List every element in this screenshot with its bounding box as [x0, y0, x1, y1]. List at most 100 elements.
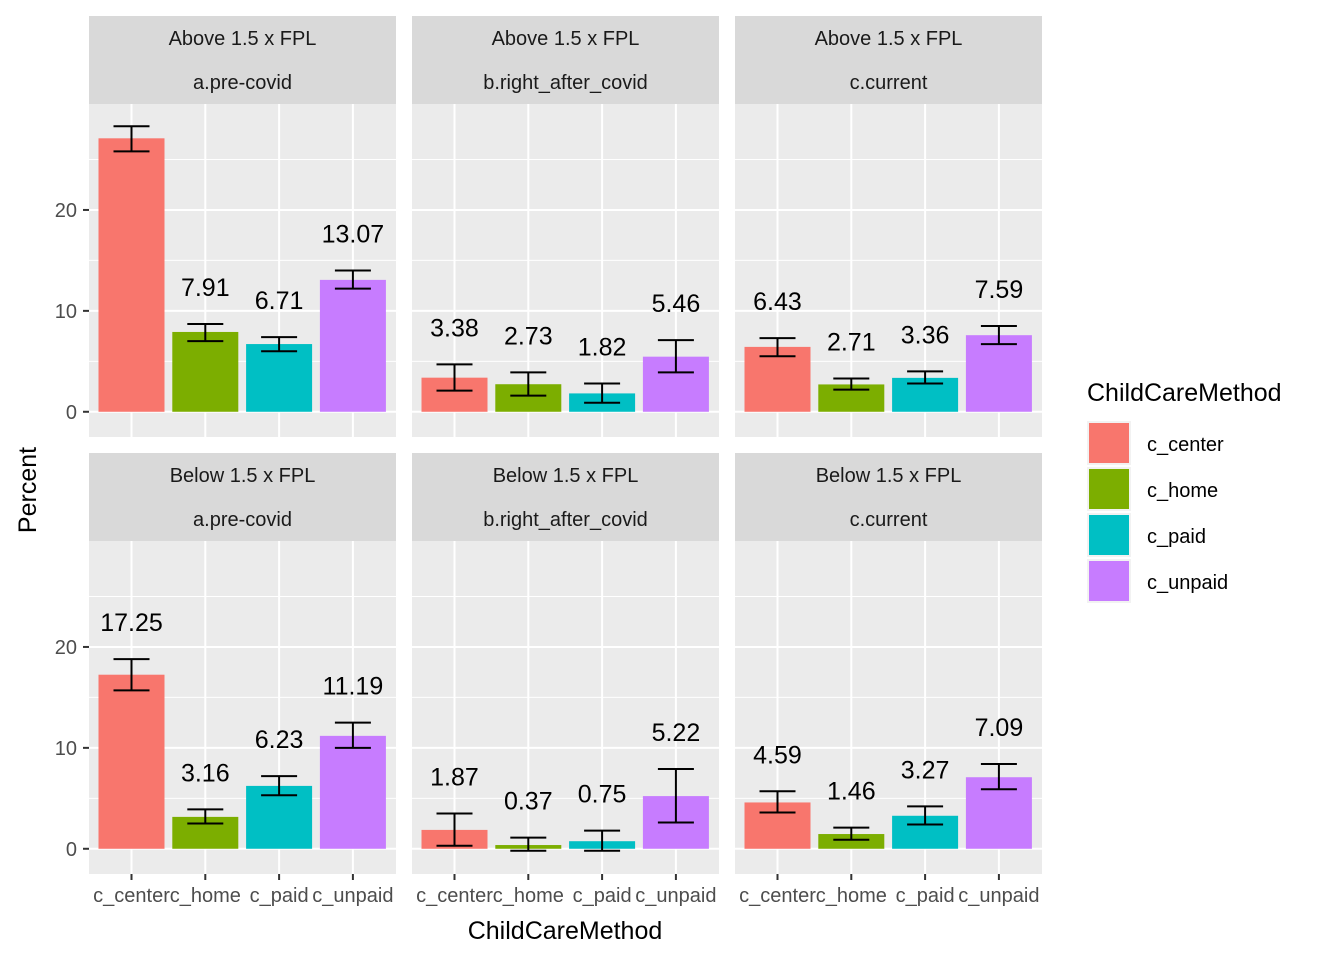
data-label: 1.82 — [578, 334, 627, 362]
error-bar — [833, 826, 870, 841]
error-bar — [436, 812, 473, 847]
legend-label: c_unpaid — [1147, 572, 1228, 594]
error-bar — [334, 269, 371, 290]
data-label: 7.09 — [975, 714, 1024, 742]
data-label: 13.07 — [322, 221, 385, 249]
error-bar — [261, 336, 298, 353]
error-bar — [980, 763, 1017, 791]
facet-strip-row — [89, 16, 396, 60]
facet-strip-col — [412, 60, 719, 104]
facet-strip-col — [89, 497, 396, 541]
data-label: 2.73 — [504, 322, 553, 350]
facet-strip-col — [735, 60, 1042, 104]
facet-strip-row-label: Below 1.5 x FPL — [170, 465, 316, 487]
facet-strip-row — [89, 453, 396, 497]
y-tick-label: 10 — [55, 301, 77, 323]
bar-c_home — [818, 834, 885, 849]
facet-panel: Below 1.5 x FPL a.pre-covid 17.25 3.16 6.23 1… — [55, 453, 396, 907]
data-label: 5.22 — [652, 719, 701, 747]
legend-key-c_home — [1089, 469, 1129, 509]
data-label: 3.16 — [181, 759, 230, 787]
bar-c_center — [98, 674, 165, 849]
facet-strip-col — [735, 497, 1042, 541]
legend-key-c_unpaid — [1089, 561, 1129, 601]
x-tick-label: c_home — [170, 885, 241, 907]
bar-c_unpaid — [965, 335, 1032, 412]
error-bar — [907, 370, 944, 385]
data-label: 1.46 — [827, 778, 876, 806]
x-tick-label: c_unpaid — [635, 885, 716, 907]
data-label: 11.19 — [323, 673, 384, 701]
data-label: 2.71 — [827, 328, 876, 356]
facet-strip-col-label: c.current — [850, 509, 928, 531]
y-axis-title: Percent — [14, 447, 42, 533]
legend-label: c_center — [1147, 434, 1224, 456]
x-tick-label: c_paid — [896, 885, 955, 907]
facet-strip-col-label: a.pre-covid — [193, 509, 292, 531]
data-label: 0.37 — [504, 788, 553, 816]
x-tick-label: c_unpaid — [958, 885, 1039, 907]
error-bar — [980, 325, 1017, 346]
data-label: 6.71 — [255, 287, 304, 315]
x-tick-label: c_home — [816, 885, 887, 907]
bar-c_home — [172, 331, 239, 412]
x-tick-label: c_center — [739, 885, 816, 907]
legend-key-c_paid — [1089, 515, 1129, 555]
error-bar — [584, 382, 621, 404]
error-bar — [584, 829, 621, 852]
error-bar — [907, 805, 944, 826]
x-tick-label: c_paid — [573, 885, 632, 907]
data-label: 4.59 — [753, 741, 802, 769]
facet-panel: Above 1.5 x FPL b.right_after_covid 3.38 2.… — [412, 16, 719, 437]
data-label: 3.27 — [901, 756, 950, 784]
facet-strip-row-label: Above 1.5 x FPL — [492, 28, 640, 50]
facet-strip-row-label: Below 1.5 x FPL — [493, 465, 639, 487]
legend-key-c_center — [1089, 423, 1129, 463]
facet-strip-col-label: b.right_after_covid — [483, 509, 648, 531]
error-bar — [657, 339, 694, 374]
error-bar — [436, 363, 473, 392]
bar-c_unpaid — [319, 735, 386, 849]
facet-panel: Below 1.5 x FPL c.current 4.59 1.46 3.27 7.09… — [735, 453, 1042, 907]
x-tick-label: c_unpaid — [312, 885, 393, 907]
x-tick-label: c_center — [416, 885, 493, 907]
facet-strip-col-label: b.right_after_covid — [483, 72, 648, 94]
data-label: 17.25 — [100, 609, 163, 637]
facet-strip-row — [412, 16, 719, 60]
facet-panel: Above 1.5 x FPL a.pre-covid 7.91 6.71 13.07 0… — [55, 16, 396, 437]
facet-strip-row-label: Above 1.5 x FPL — [815, 28, 963, 50]
error-bar — [657, 768, 694, 824]
data-label: 7.91 — [181, 274, 230, 302]
legend-label: c_home — [1147, 480, 1218, 502]
facet-strip-col — [412, 497, 719, 541]
facet-strip-row — [412, 453, 719, 497]
data-label: 6.23 — [255, 726, 304, 754]
facet-strip-col — [89, 60, 396, 104]
legend: ChildCareMethod c_center c_home c_paid c_un… — [1087, 379, 1282, 603]
error-bar — [510, 836, 547, 852]
bar-c_center — [98, 138, 165, 412]
data-label: 0.75 — [578, 781, 627, 809]
data-label: 6.43 — [753, 288, 802, 316]
y-tick-label: 0 — [66, 402, 77, 424]
data-label: 1.87 — [430, 763, 479, 791]
y-tick-label: 0 — [66, 839, 77, 861]
data-label: 7.59 — [975, 276, 1024, 304]
x-axis-title: ChildCareMethod — [468, 917, 663, 945]
error-bar — [759, 337, 796, 358]
error-bar — [334, 721, 371, 749]
error-bar — [510, 371, 547, 397]
x-tick-label: c_paid — [250, 885, 309, 907]
panels-layer: Above 1.5 x FPL a.pre-covid 7.91 6.71 13.07 0… — [55, 16, 1042, 907]
legend-label: c_paid — [1147, 526, 1206, 548]
legend-title: ChildCareMethod — [1087, 379, 1282, 407]
bar-c_paid — [246, 785, 313, 849]
facet-strip-row — [735, 453, 1042, 497]
y-tick-label: 10 — [55, 738, 77, 760]
data-label: 3.36 — [901, 321, 950, 349]
x-tick-label: c_home — [493, 885, 564, 907]
bar-c_unpaid — [319, 279, 386, 412]
facet-strip-row — [735, 16, 1042, 60]
y-tick-label: 20 — [55, 200, 77, 222]
error-bar — [833, 377, 870, 391]
